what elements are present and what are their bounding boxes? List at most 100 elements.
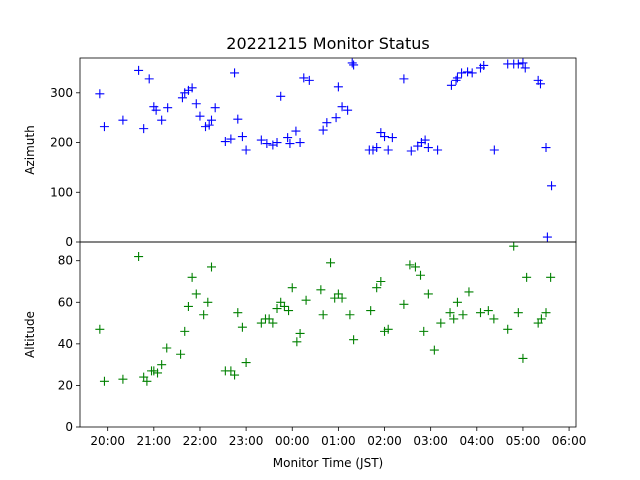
azimuth-point xyxy=(547,181,557,191)
azimuth-point xyxy=(541,143,551,153)
altitude-point xyxy=(416,270,426,280)
altitude-point xyxy=(99,376,109,386)
azimuth-point xyxy=(467,68,477,78)
azimuth-frame xyxy=(79,57,577,243)
altitude-point xyxy=(349,335,359,345)
azimuth-point xyxy=(322,118,332,128)
azimuth-point xyxy=(406,146,416,156)
altitude-point xyxy=(142,376,152,386)
x-tick-label: 23:00 xyxy=(229,434,264,448)
altitude-point xyxy=(405,260,415,270)
azimuth-point xyxy=(489,145,499,155)
azimuth-point xyxy=(295,138,305,148)
altitude-point xyxy=(326,258,336,268)
azimuth-point xyxy=(380,132,390,142)
altitude-point xyxy=(475,308,485,318)
altitude-point xyxy=(458,310,468,320)
altitude-point xyxy=(464,287,474,297)
altitude-point xyxy=(95,324,105,334)
altitude-point xyxy=(546,272,556,282)
altitude-point xyxy=(256,318,266,328)
azimuth-point xyxy=(304,75,314,85)
altitude-point xyxy=(241,358,251,368)
altitude-point xyxy=(226,366,236,376)
azimuth-point xyxy=(285,139,295,149)
azimuth-point xyxy=(95,89,105,99)
x-axis: 20:00 21:00 22:00 23:00 00:00 01:00 02:00 03:00… xyxy=(90,427,586,448)
altitude-point xyxy=(187,272,197,282)
azimuth-point xyxy=(343,105,353,115)
altitude-point xyxy=(399,299,409,309)
azimuth-point xyxy=(139,124,149,134)
azimuth-point xyxy=(451,75,461,85)
altitude-point xyxy=(118,374,128,384)
altitude-point xyxy=(316,285,326,295)
azimuth-ytick-label: 300 xyxy=(50,86,73,100)
azimuth-point xyxy=(387,133,397,143)
azimuth-point xyxy=(241,145,251,155)
altitude-frame xyxy=(79,241,577,428)
azimuth-point xyxy=(195,111,205,121)
altitude-point xyxy=(541,308,551,318)
altitude-point xyxy=(366,306,376,316)
azimuth-point xyxy=(256,135,266,145)
altitude-point xyxy=(503,324,513,334)
azimuth-point xyxy=(204,120,214,130)
azimuth-point xyxy=(372,143,382,153)
azimuth-point xyxy=(163,103,173,113)
altitude-point xyxy=(483,306,493,316)
azimuth-point xyxy=(177,93,187,103)
azimuth-point xyxy=(452,73,462,83)
azimuth-point xyxy=(399,74,409,84)
azimuth-point xyxy=(423,143,433,153)
x-tick-label: 04:00 xyxy=(460,434,495,448)
azimuth-point xyxy=(446,80,456,90)
altitude-point xyxy=(383,324,393,334)
azimuth-point xyxy=(118,115,128,125)
azimuth-point xyxy=(268,140,278,150)
azimuth-point xyxy=(237,132,247,142)
azimuth-point xyxy=(347,58,357,68)
altitude-point xyxy=(176,349,186,359)
x-tick-label: 21:00 xyxy=(137,434,172,448)
azimuth-point xyxy=(220,137,230,147)
azimuth-axis-label: Azimuth xyxy=(23,125,37,174)
altitude-point xyxy=(206,262,216,272)
altitude-ytick-label: 20 xyxy=(58,378,73,392)
altitude-axis-label: Altitude xyxy=(23,311,37,358)
altitude-point xyxy=(445,308,455,318)
altitude-point xyxy=(276,297,286,307)
altitude-point xyxy=(518,353,528,363)
altitude-point xyxy=(429,345,439,355)
altitude-point xyxy=(318,310,328,320)
altitude-point xyxy=(199,310,209,320)
azimuth-point xyxy=(201,122,210,132)
azimuth-point xyxy=(134,65,144,75)
azimuth-point xyxy=(230,68,240,78)
altitude-point xyxy=(237,322,247,332)
azimuth-point xyxy=(157,115,167,125)
azimuth-point xyxy=(272,138,282,148)
altitude-point xyxy=(149,366,159,376)
azimuth-point xyxy=(262,139,272,149)
altitude-point xyxy=(449,314,459,324)
azimuth-point xyxy=(206,115,216,125)
altitude-point xyxy=(452,297,462,307)
x-tick-label: 05:00 xyxy=(506,434,541,448)
x-tick-label: 03:00 xyxy=(413,434,448,448)
altitude-point xyxy=(180,326,190,336)
altitude-point xyxy=(279,301,289,311)
azimuth-point xyxy=(276,91,286,101)
azimuth-point xyxy=(151,105,161,115)
azimuth-point xyxy=(535,79,545,89)
azimuth-point xyxy=(518,58,528,68)
altitude-point xyxy=(284,306,294,316)
altitude-point xyxy=(423,289,433,299)
altitude-point xyxy=(295,328,305,338)
azimuth-point xyxy=(299,73,309,83)
altitude-point xyxy=(134,252,144,262)
altitude-point xyxy=(489,314,499,324)
azimuth-point xyxy=(331,113,341,123)
altitude-point xyxy=(410,262,420,272)
azimuth-point xyxy=(376,128,386,138)
